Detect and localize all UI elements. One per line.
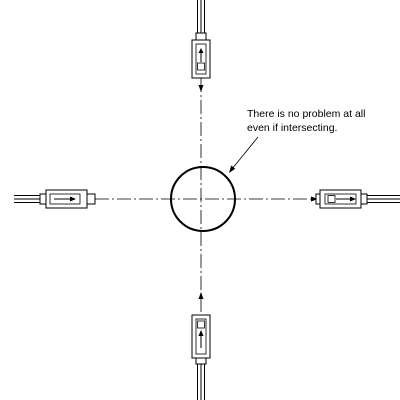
sensor-bottom-lens	[197, 320, 205, 329]
sensor-left-connector	[39, 193, 47, 205]
sensor-right-indicator-icon	[350, 196, 356, 202]
sensor-right-connector	[360, 193, 368, 205]
arrow-right-icon	[311, 196, 318, 202]
sensor-top-connector	[195, 32, 207, 41]
annotation-leader-line	[231, 136, 259, 170]
sensor-top-window	[195, 43, 207, 75]
sensor-top	[191, 0, 211, 79]
sensor-left-end-cap	[86, 193, 96, 205]
sensor-bottom	[191, 314, 211, 400]
beam-lines	[95, 78, 320, 318]
sensor-right	[315, 189, 400, 209]
sensor-bottom-connector	[195, 357, 207, 365]
sensor-left-window	[49, 193, 81, 205]
arrow-up-icon	[198, 292, 204, 299]
cable-bottom	[197, 364, 205, 400]
annotation-line-2: even if intersecting.	[247, 122, 337, 134]
sensor-left-indicator-icon	[70, 196, 76, 202]
beam-arrows	[198, 85, 318, 299]
sensor-right-lens	[327, 195, 336, 203]
cable-right	[367, 195, 400, 203]
cable-top	[197, 0, 205, 33]
leader-arrow-icon	[229, 165, 236, 173]
annotation: There is no problem at all even if inter…	[229, 108, 365, 173]
sensor-top-indicator-icon	[198, 48, 204, 53]
cable-left	[14, 195, 40, 203]
sensor-bottom-window	[195, 318, 207, 355]
target-object-circle	[170, 166, 236, 232]
annotation-line-1: There is no problem at all	[247, 108, 365, 120]
arrow-down-icon	[198, 85, 204, 92]
sensor-bottom-indicator-icon	[198, 330, 204, 336]
sensor-right-end-cap	[315, 193, 321, 205]
sensor-left	[14, 189, 96, 209]
sensor-top-lens	[197, 62, 205, 71]
